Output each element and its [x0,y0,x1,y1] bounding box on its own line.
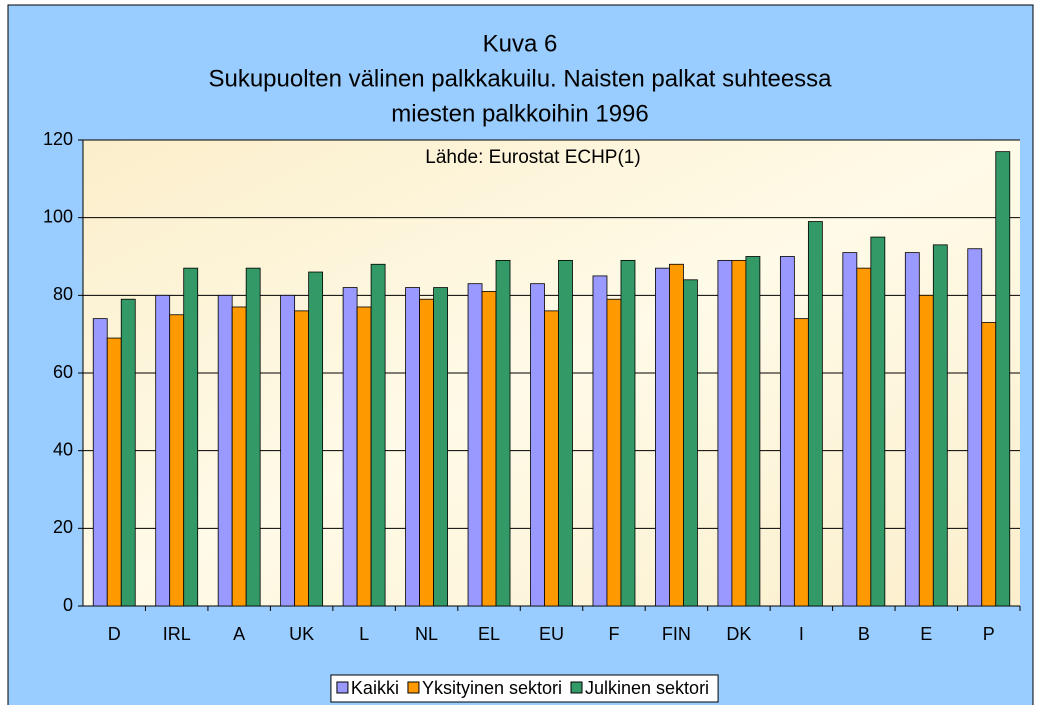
chart-title: miesten palkkoihin 1996 [391,100,649,127]
bar [544,310,559,607]
bar [745,256,761,607]
legend-label: Julkinen sektori [585,678,709,698]
legend-label: Kaikki [351,678,399,698]
bar [342,287,358,607]
x-tick-label: E [920,624,932,644]
x-tick-label: D [108,624,121,644]
bar [231,306,247,607]
bar [620,259,636,607]
y-tick-label: 100 [43,206,73,226]
x-tick-label: NL [415,624,438,644]
x-tick-label: P [983,624,995,644]
bar [433,287,448,607]
bar [294,310,310,607]
bar [904,252,920,607]
legend [330,674,719,703]
bar [606,298,622,607]
bar [169,314,185,607]
x-tick-label: B [858,624,870,644]
bar [870,236,886,607]
bar [669,263,684,607]
bar [481,291,497,607]
annotation: Lähde: Eurostat ECHP(1) [425,147,640,168]
bar [120,298,136,607]
bar [356,306,372,607]
bar [106,337,122,607]
y-tick-label: 120 [43,129,73,149]
bar [793,318,809,607]
bar [932,244,948,607]
bar [731,259,747,607]
bar [995,151,1011,607]
legend-label: Yksityinen sektori [422,678,562,698]
y-tick-label: 0 [63,595,73,615]
x-tick-label: FIN [662,624,691,644]
bar [856,267,872,607]
bar [558,259,573,607]
bar [842,252,858,607]
bar [592,275,608,607]
bar [655,267,670,607]
bar [918,294,934,607]
bar [308,271,324,607]
x-tick-label: L [359,624,369,644]
legend-swatch [336,681,349,694]
bar [717,259,733,607]
chart-title: Kuva 6 [483,30,558,57]
bar [92,318,108,607]
bar [779,256,795,607]
x-tick-label: EL [478,624,500,644]
bar [155,294,171,607]
legend-swatch [570,681,583,694]
bar [683,279,698,607]
chart-title: Sukupuolten välinen palkkakuilu. Naisten… [208,65,832,92]
bar [495,259,511,607]
x-tick-label: DK [726,624,751,644]
legend-swatch [407,681,420,694]
x-tick-label: I [799,624,804,644]
y-tick-label: 60 [53,362,73,382]
x-tick-label: A [233,624,245,644]
bar [183,267,199,607]
bar [419,298,434,607]
bar [245,267,261,607]
bar [530,283,545,607]
bar [280,294,296,607]
x-tick-label: IRL [163,624,191,644]
bar [981,322,997,607]
y-tick-label: 20 [53,517,73,537]
bar [370,263,386,607]
bar [217,294,233,607]
bar [405,287,420,607]
x-tick-label: UK [289,624,314,644]
x-tick-label: F [608,624,619,644]
bar [467,283,483,607]
bar [807,221,823,607]
bar [967,248,983,607]
y-tick-label: 80 [53,284,73,304]
y-tick-label: 40 [53,439,73,459]
x-tick-label: EU [539,624,564,644]
